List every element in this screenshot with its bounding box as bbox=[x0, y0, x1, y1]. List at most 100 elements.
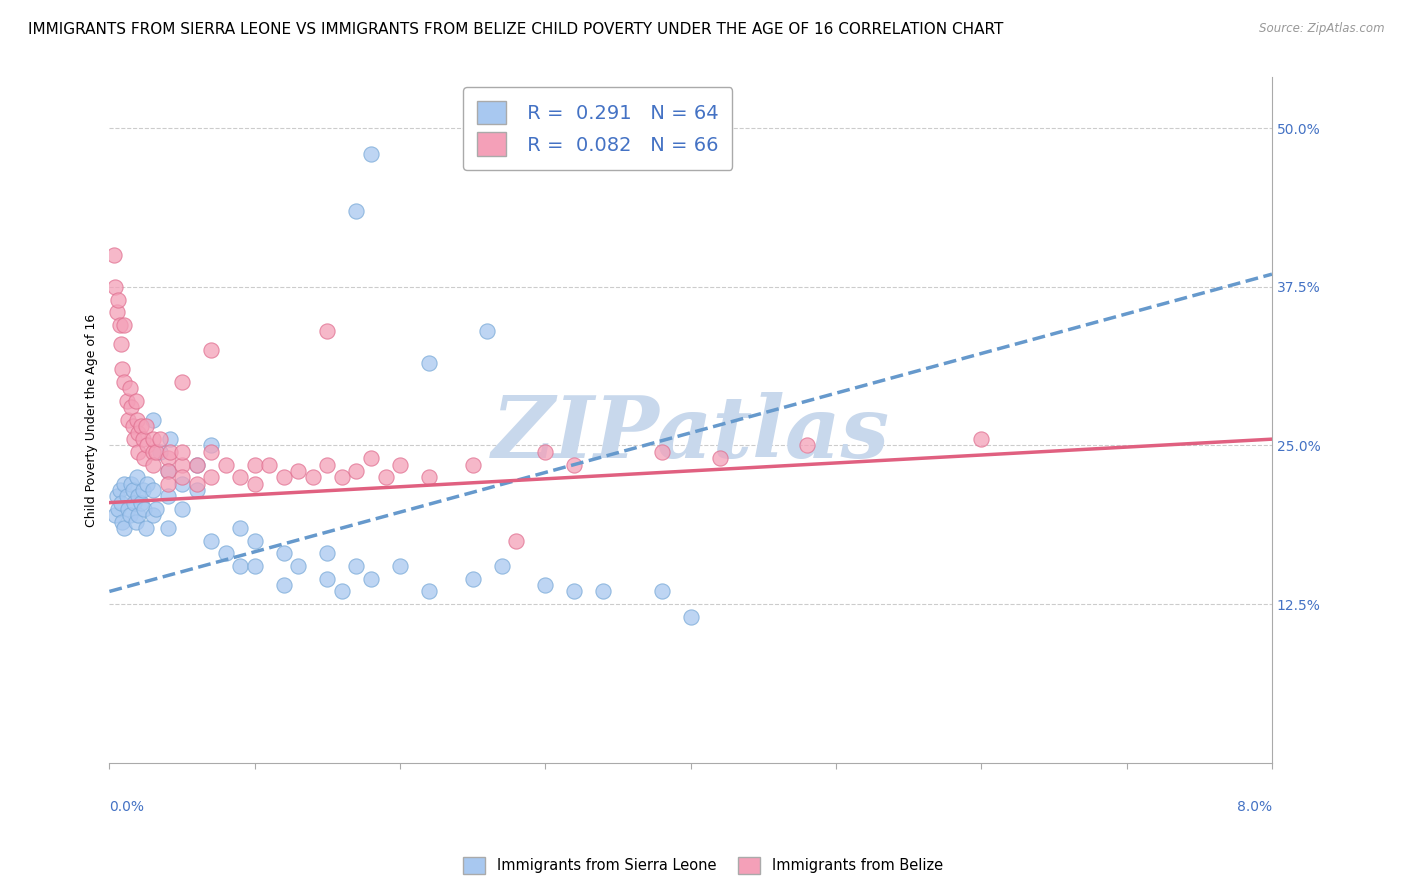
Point bbox=[149, 445, 172, 459]
Point bbox=[316, 546, 339, 560]
Point bbox=[136, 438, 159, 452]
Point bbox=[477, 324, 499, 338]
Text: 0.0%: 0.0% bbox=[110, 800, 145, 814]
Point bbox=[330, 470, 353, 484]
Point bbox=[120, 401, 142, 415]
Point bbox=[156, 489, 179, 503]
Point bbox=[389, 458, 412, 472]
Point bbox=[142, 508, 165, 523]
Point bbox=[229, 521, 252, 535]
Point bbox=[200, 533, 222, 548]
Point bbox=[117, 413, 139, 427]
Point bbox=[346, 203, 368, 218]
Point bbox=[156, 451, 179, 466]
Point bbox=[111, 362, 134, 376]
Point bbox=[418, 584, 440, 599]
Point bbox=[142, 483, 165, 497]
Point bbox=[170, 458, 193, 472]
Y-axis label: Child Poverty Under the Age of 16: Child Poverty Under the Age of 16 bbox=[86, 313, 98, 527]
Point bbox=[142, 445, 165, 459]
Text: 8.0%: 8.0% bbox=[1237, 800, 1272, 814]
Point bbox=[142, 413, 165, 427]
Point bbox=[134, 451, 156, 466]
Point bbox=[112, 476, 135, 491]
Point bbox=[316, 458, 339, 472]
Point bbox=[273, 470, 295, 484]
Point bbox=[243, 533, 266, 548]
Point bbox=[105, 489, 128, 503]
Point bbox=[127, 508, 149, 523]
Point bbox=[125, 470, 148, 484]
Point bbox=[142, 432, 165, 446]
Point bbox=[679, 610, 702, 624]
Point bbox=[259, 458, 281, 472]
Point bbox=[131, 419, 153, 434]
Point bbox=[418, 470, 440, 484]
Point bbox=[132, 483, 155, 497]
Point bbox=[302, 470, 325, 484]
Point bbox=[374, 470, 396, 484]
Point bbox=[142, 458, 165, 472]
Point bbox=[115, 394, 138, 409]
Point bbox=[122, 495, 145, 509]
Point bbox=[651, 445, 673, 459]
Point bbox=[170, 445, 193, 459]
Point bbox=[145, 502, 167, 516]
Point bbox=[134, 502, 156, 516]
Point bbox=[124, 394, 146, 409]
Point bbox=[104, 508, 127, 523]
Point bbox=[112, 318, 135, 332]
Point bbox=[159, 432, 181, 446]
Point bbox=[316, 572, 339, 586]
Point bbox=[346, 559, 368, 574]
Point bbox=[105, 305, 128, 319]
Point bbox=[243, 559, 266, 574]
Legend: Immigrants from Sierra Leone, Immigrants from Belize: Immigrants from Sierra Leone, Immigrants… bbox=[457, 851, 949, 880]
Point bbox=[796, 438, 818, 452]
Point bbox=[156, 476, 179, 491]
Point bbox=[131, 495, 153, 509]
Point bbox=[135, 521, 157, 535]
Point bbox=[170, 470, 193, 484]
Point bbox=[115, 489, 138, 503]
Point bbox=[170, 502, 193, 516]
Point bbox=[107, 502, 129, 516]
Point bbox=[135, 419, 157, 434]
Point bbox=[121, 483, 143, 497]
Point bbox=[186, 476, 208, 491]
Point bbox=[112, 521, 135, 535]
Point bbox=[287, 559, 309, 574]
Point bbox=[200, 445, 222, 459]
Point bbox=[592, 584, 614, 599]
Point bbox=[156, 521, 179, 535]
Point bbox=[564, 458, 586, 472]
Legend:  R =  0.291   N = 64,  R =  0.082   N = 66: R = 0.291 N = 64, R = 0.082 N = 66 bbox=[463, 87, 733, 169]
Point bbox=[127, 445, 149, 459]
Point bbox=[215, 546, 238, 560]
Point bbox=[136, 476, 159, 491]
Point bbox=[534, 445, 557, 459]
Point bbox=[132, 432, 155, 446]
Point bbox=[200, 343, 222, 358]
Point bbox=[534, 578, 557, 592]
Point bbox=[360, 572, 382, 586]
Point bbox=[186, 458, 208, 472]
Point bbox=[156, 464, 179, 478]
Point bbox=[121, 419, 143, 434]
Point bbox=[186, 458, 208, 472]
Point bbox=[229, 470, 252, 484]
Point bbox=[229, 559, 252, 574]
Point bbox=[564, 584, 586, 599]
Point bbox=[118, 508, 141, 523]
Text: ZIPatlas: ZIPatlas bbox=[492, 392, 890, 475]
Point bbox=[127, 425, 149, 440]
Point bbox=[651, 584, 673, 599]
Point bbox=[103, 248, 125, 262]
Point bbox=[170, 375, 193, 389]
Point bbox=[186, 483, 208, 497]
Point bbox=[149, 432, 172, 446]
Point bbox=[127, 489, 149, 503]
Text: Source: ZipAtlas.com: Source: ZipAtlas.com bbox=[1260, 22, 1385, 36]
Point bbox=[273, 546, 295, 560]
Point bbox=[273, 578, 295, 592]
